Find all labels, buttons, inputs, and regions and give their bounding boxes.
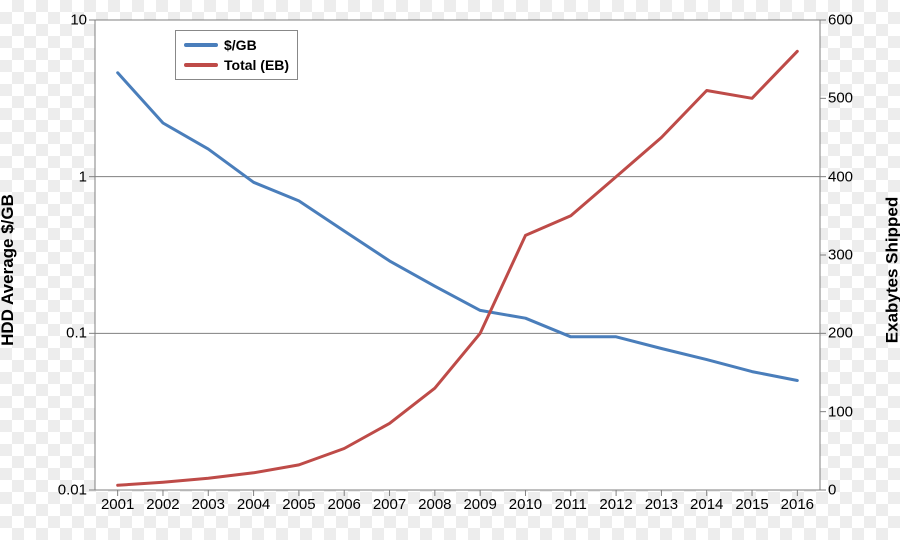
x-tick-label: 2002 <box>146 496 179 513</box>
legend-swatch <box>184 63 218 67</box>
y1-axis-label: HDD Average $/GB <box>0 194 18 346</box>
x-tick-label: 2012 <box>599 496 632 513</box>
x-tick-label: 2010 <box>509 496 542 513</box>
y1-tick-label: 1 <box>79 168 87 185</box>
y2-tick-label: 300 <box>828 247 853 264</box>
y2-tick-label: 100 <box>828 403 853 420</box>
y1-tick-label: 0.1 <box>66 325 87 342</box>
x-tick-label: 2015 <box>735 496 768 513</box>
y1-tick-label: 0.01 <box>58 482 87 499</box>
x-tick-label: 2008 <box>418 496 451 513</box>
y2-tick-label: 400 <box>828 168 853 185</box>
legend-label: $/GB <box>224 37 257 53</box>
y2-axis-label: Exabytes Shipped <box>882 197 900 343</box>
y2-tick-label: 500 <box>828 90 853 107</box>
legend-swatch <box>184 43 218 47</box>
x-tick-label: 2005 <box>282 496 315 513</box>
x-tick-label: 2014 <box>690 496 723 513</box>
x-tick-label: 2009 <box>463 496 496 513</box>
y1-tick-label: 10 <box>70 12 87 29</box>
x-tick-label: 2011 <box>555 496 587 513</box>
legend-row: $/GB <box>184 35 289 55</box>
x-tick-label: 2001 <box>101 496 134 513</box>
x-tick-label: 2004 <box>237 496 270 513</box>
x-tick-label: 2006 <box>328 496 361 513</box>
legend: $/GB Total (EB) <box>175 30 298 80</box>
y2-tick-label: 200 <box>828 325 853 342</box>
x-tick-label: 2003 <box>192 496 225 513</box>
chart-svg <box>0 0 900 540</box>
x-tick-label: 2016 <box>781 496 814 513</box>
y2-tick-label: 600 <box>828 12 853 29</box>
legend-row: Total (EB) <box>184 55 289 75</box>
legend-label: Total (EB) <box>224 57 289 73</box>
chart-canvas: HDD Average $/GB Exabytes Shipped $/GB To… <box>0 0 900 540</box>
x-tick-label: 2013 <box>645 496 678 513</box>
y2-tick-label: 0 <box>828 482 836 499</box>
x-tick-label: 2007 <box>373 496 406 513</box>
